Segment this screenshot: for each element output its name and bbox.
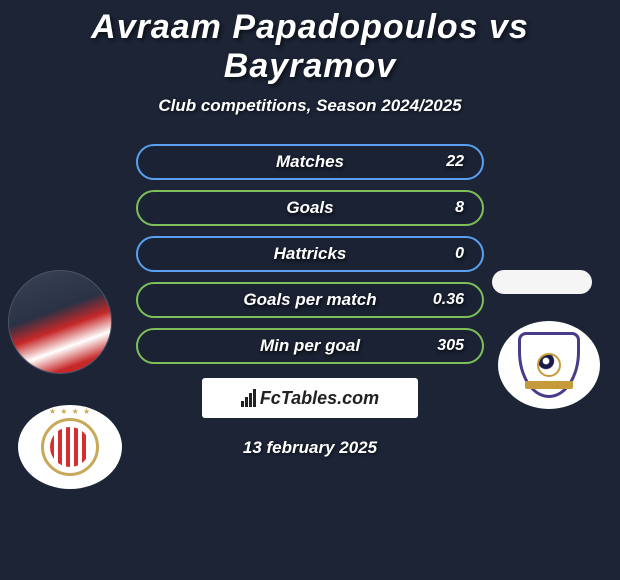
comparison-card: Avraam Papadopoulos vs Bayramov Club com… [0, 0, 620, 458]
olympiacos-badge: ★ ★ ★ ★ [41, 418, 99, 476]
right-player-pill [492, 270, 592, 294]
football-icon [537, 353, 561, 377]
stat-label: Min per goal [260, 336, 360, 356]
ribbon-icon [525, 381, 573, 389]
stat-label: Hattricks [274, 244, 347, 264]
watermark-text: FcTables.com [260, 388, 379, 409]
stat-value: 305 [437, 337, 464, 355]
stat-value: 8 [455, 199, 464, 217]
stat-row: Matches 22 [136, 144, 484, 180]
stat-row: Min per goal 305 [136, 328, 484, 364]
stat-label: Goals [286, 198, 333, 218]
stat-row: Goals per match 0.36 [136, 282, 484, 318]
stat-value: 22 [446, 153, 464, 171]
stats-area: ★ ★ ★ ★ Matches 22 Goals 8 Hattricks 0 Goals p… [0, 144, 620, 458]
bar-chart-icon [241, 389, 256, 407]
watermark: FcTables.com [202, 378, 418, 418]
stat-row: Hattricks 0 [136, 236, 484, 272]
stat-label: Goals per match [243, 290, 376, 310]
stat-value: 0.36 [433, 291, 464, 309]
star-icon: ★ ★ ★ ★ [49, 407, 91, 416]
stat-value: 0 [455, 245, 464, 263]
left-club-logo: ★ ★ ★ ★ [18, 405, 122, 489]
qarabag-shield [518, 332, 580, 398]
left-player-photo [8, 270, 112, 374]
stat-label: Matches [276, 152, 344, 172]
page-title: Avraam Papadopoulos vs Bayramov [0, 8, 620, 86]
right-club-logo [498, 321, 600, 409]
subtitle: Club competitions, Season 2024/2025 [0, 96, 620, 116]
stat-row: Goals 8 [136, 190, 484, 226]
stripes-icon [50, 427, 90, 467]
